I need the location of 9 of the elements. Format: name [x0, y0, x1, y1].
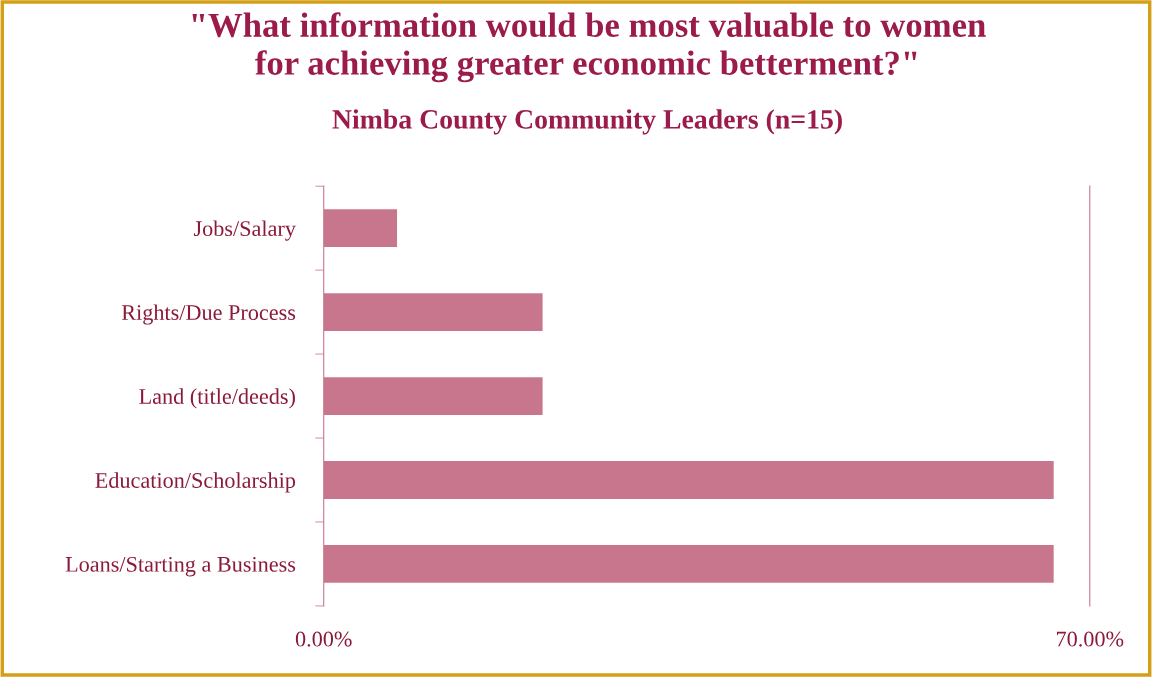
chart-subtitle: Nimba County Community Leaders (n=15) [332, 109, 842, 135]
y-tick-label: Education/Scholarship [95, 472, 296, 493]
y-tick-label: Jobs/Salary [193, 220, 296, 241]
chart-title: "What information would be most valuable to women for achieving greater economic betterment?" [192, 12, 986, 83]
x-tick-label: 70.00% [1057, 631, 1124, 647]
x-tick-label: 0.00% [295, 631, 352, 647]
y-tick-label: Rights/Due Process [121, 304, 296, 325]
y-tick-label: Loans/Starting a Business [65, 556, 296, 577]
y-tick-label: Land (title/deeds) [139, 388, 295, 409]
